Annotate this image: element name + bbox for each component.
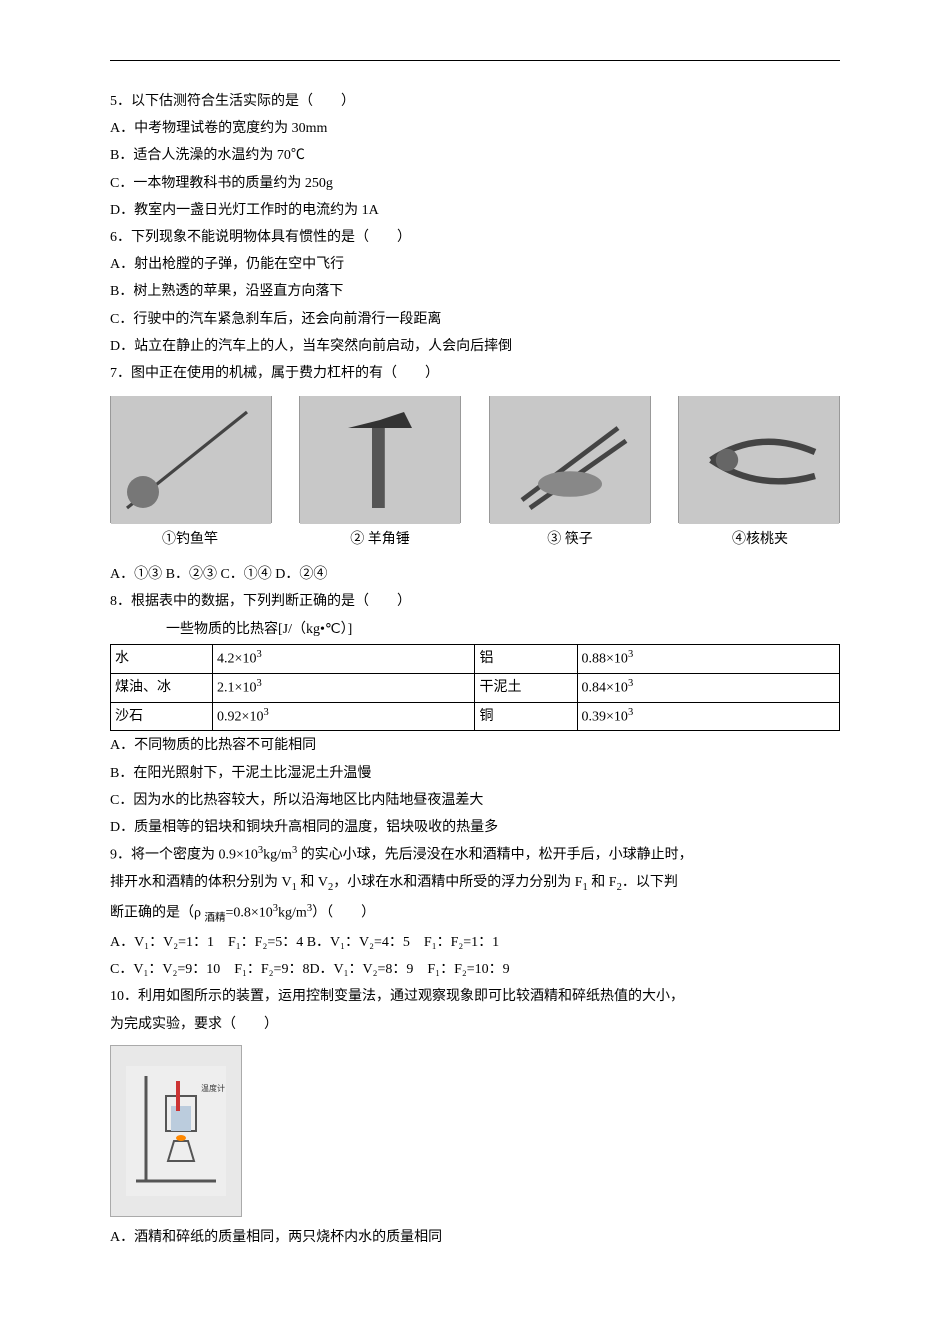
- q8-opt-b: B．在阳光照射下，干泥土比湿泥土升温慢: [110, 761, 840, 786]
- q7-caption-2: ② 羊角锤: [300, 527, 460, 552]
- q6-opt-d: D．站立在静止的汽车上的人，当车突然向前启动，人会向后摔倒: [110, 334, 840, 359]
- q7-image-claw-hammer: [299, 396, 461, 523]
- table-cell: 0.88×103: [577, 644, 839, 673]
- q5-opt-a: A．中考物理试卷的宽度约为 30mm: [110, 116, 840, 141]
- q5-stem: 5．以下估测符合生活实际的是（ ）: [110, 89, 840, 114]
- table-cell: 沙石: [111, 702, 213, 731]
- q8-table-title: 一些物质的比热容[J/（kg•℃）]: [110, 617, 840, 642]
- top-rule: [110, 60, 840, 61]
- table-row: 煤油、冰 2.1×103 干泥土 0.84×103: [111, 673, 840, 702]
- q7-stem: 7．图中正在使用的机械，属于费力杠杆的有（ ）: [110, 361, 840, 386]
- table-cell: 0.84×103: [577, 673, 839, 702]
- q5-opt-d: D．教室内一盏日光灯工作时的电流约为 1A: [110, 198, 840, 223]
- table-cell: 2.1×103: [213, 673, 475, 702]
- table-cell: 铜: [475, 702, 577, 731]
- q8-table: 水 4.2×103 铝 0.88×103 煤油、冰 2.1×103 干泥土 0.…: [110, 644, 840, 732]
- q6-opt-c: C．行驶中的汽车紧急刹车后，还会向前滑行一段距离: [110, 307, 840, 332]
- q5-opt-b: B．适合人洗澡的水温约为 70℃: [110, 143, 840, 168]
- q10-stem-line2: 为完成实验，要求（ ）: [110, 1012, 840, 1037]
- table-cell: 0.39×103: [577, 702, 839, 731]
- q9-stem-line3: 断正确的是（ρ 酒精=0.8×103kg/m3）（ ）: [110, 900, 840, 928]
- q9-stem-line2: 排开水和酒精的体积分别为 V1 和 V2，小球在水和酒精中所受的浮力分别为 F1…: [110, 870, 840, 898]
- q6-stem: 6．下列现象不能说明物体具有惯性的是（ ）: [110, 225, 840, 250]
- q9-opt-cd: C．V₁：V₂=9：10 F₁：F₂=9：8D．V₁：V₂=8：9 F₁：F₂=…: [110, 957, 840, 982]
- q9-stem-line1: 9．将一个密度为 0.9×103kg/m3 的实心小球，先后浸没在水和酒精中，松…: [110, 842, 840, 868]
- q8-opt-a: A．不同物质的比热容不可能相同: [110, 733, 840, 758]
- q7-caption-3: ③ 筷子: [490, 527, 650, 552]
- q10-opt-a: A．酒精和碎纸的质量相同，两只烧杯内水的质量相同: [110, 1225, 840, 1250]
- q7-caption-1: ①钓鱼竿: [110, 527, 270, 552]
- q7-options: A．①③ B．②③ C．①④ D．②④: [110, 562, 840, 587]
- q8-opt-c: C．因为水的比热容较大，所以沿海地区比内陆地昼夜温差大: [110, 788, 840, 813]
- table-cell: 煤油、冰: [111, 673, 213, 702]
- q8-stem: 8．根据表中的数据，下列判断正确的是（ ）: [110, 589, 840, 614]
- q8-opt-d: D．质量相等的铝块和铜块升高相同的温度，铝块吸收的热量多: [110, 815, 840, 840]
- q5-opt-c: C．一本物理教科书的质量约为 250g: [110, 171, 840, 196]
- table-row: 水 4.2×103 铝 0.88×103: [111, 644, 840, 673]
- table-cell: 4.2×103: [213, 644, 475, 673]
- table-row: 沙石 0.92×103 铜 0.39×103: [111, 702, 840, 731]
- q9-opt-ab: A．V₁：V₂=1：1 F₁：F₂=5：4 B．V₁：V₂=4：5 F₁：F₂=…: [110, 930, 840, 955]
- q10-device-image: 温度计: [110, 1045, 242, 1217]
- q6-opt-a: A．射出枪膛的子弹，仍能在空中飞行: [110, 252, 840, 277]
- svg-text:温度计: 温度计: [201, 1083, 225, 1093]
- q10-stem-line1: 10．利用如图所示的装置，运用控制变量法，通过观察现象即可比较酒精和碎纸热值的大…: [110, 984, 840, 1009]
- q7-caption-4: ④核桃夹: [680, 527, 840, 552]
- q6-opt-b: B．树上熟透的苹果，沿竖直方向落下: [110, 279, 840, 304]
- table-cell: 水: [111, 644, 213, 673]
- q7-caption-row: ①钓鱼竿 ② 羊角锤 ③ 筷子 ④核桃夹: [110, 527, 840, 552]
- q7-image-chopsticks: [489, 396, 651, 523]
- table-cell: 铝: [475, 644, 577, 673]
- q7-image-row: [110, 396, 840, 523]
- table-cell: 0.92×103: [213, 702, 475, 731]
- q7-image-nutcracker: [678, 396, 840, 523]
- q7-image-fishing-rod: [110, 396, 272, 523]
- table-cell: 干泥土: [475, 673, 577, 702]
